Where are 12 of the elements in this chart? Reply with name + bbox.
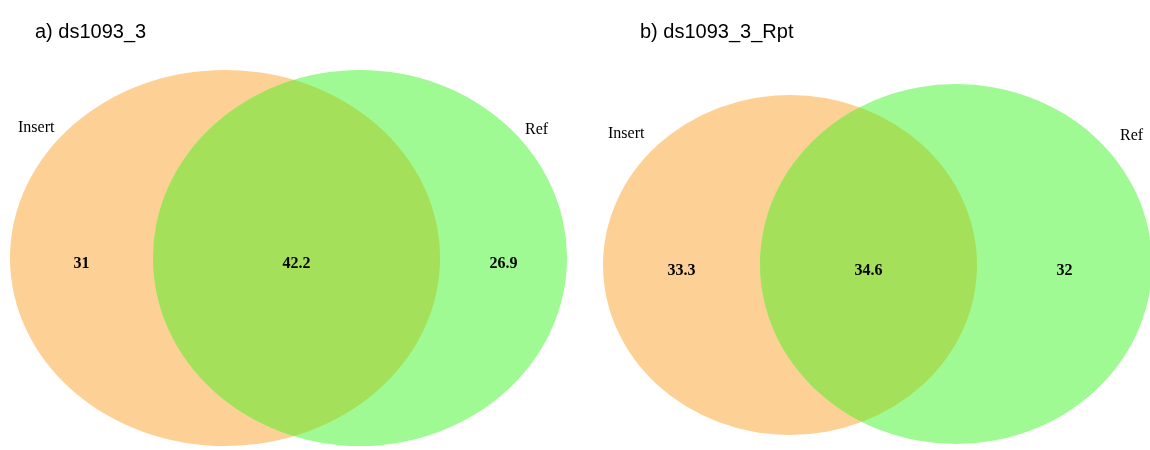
category-label: Ref bbox=[525, 120, 549, 137]
data-label: 42.2 bbox=[282, 254, 311, 271]
data-label: 31 bbox=[73, 254, 90, 271]
data-label: 32 bbox=[1056, 261, 1073, 278]
category-label: Insert bbox=[18, 118, 55, 135]
text: a) ds1093_3 bbox=[35, 20, 147, 43]
data-label: 26.9 bbox=[489, 254, 518, 271]
category-label: Ref bbox=[1120, 126, 1144, 143]
category-label: Insert bbox=[608, 124, 645, 141]
data-label: 33.3 bbox=[667, 261, 696, 278]
text: b) ds1093_3_Rpt bbox=[640, 20, 794, 43]
data-label: 34.6 bbox=[854, 261, 883, 278]
